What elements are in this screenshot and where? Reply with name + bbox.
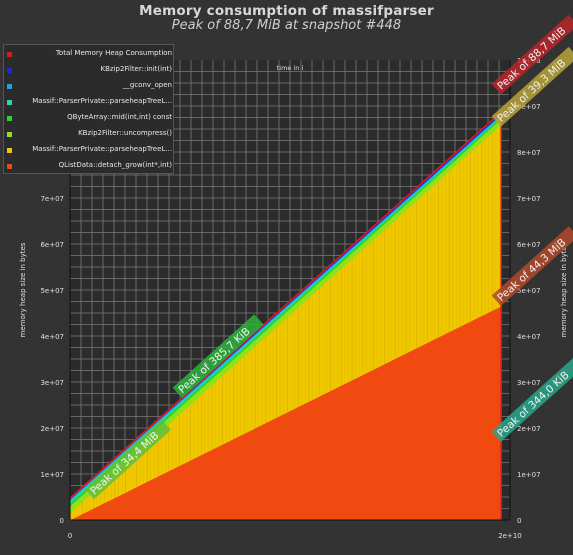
texture-streaks — [71, 126, 500, 520]
y-axis-label-right: memory heap size in bytes — [560, 242, 568, 337]
legend-swatch — [7, 148, 12, 153]
legend: Total Memory Heap Consumption KBzip2Filte… — [3, 44, 174, 174]
legend-swatch — [7, 132, 12, 137]
peak-annotation-bg — [491, 226, 573, 307]
legend-label: Total Memory Heap Consumption — [55, 49, 172, 57]
chart-subtitle: Peak of 88,7 MiB at snapshot #448 — [171, 18, 402, 33]
legend-item: Massif::ParserPrivate::parseheapTreeL... — [4, 97, 175, 111]
chart-title: Memory consumption of massifparser — [139, 3, 434, 19]
y-tick-label-left: 0 — [60, 517, 64, 525]
legend-swatch — [7, 116, 12, 121]
y-tick-label-left: 3e+07 — [40, 379, 64, 387]
y-tick-label-left: 6e+07 — [40, 241, 64, 249]
legend-item: Total Memory Heap Consumption — [4, 49, 175, 63]
peak-annotation-bg — [491, 14, 573, 95]
y-tick-label-right: 7e+07 — [517, 195, 541, 203]
legend-item: Massif::ParserPrivate::parseheapTreeL... — [4, 145, 175, 159]
y-tick-label-right: 8e+07 — [517, 149, 541, 157]
legend-item: KBzip2Filter::init(int) — [4, 65, 175, 79]
x-tick-label: 2e+10 — [498, 532, 522, 540]
legend-swatch — [7, 164, 12, 169]
legend-label: Massif::ParserPrivate::parseheapTreeL... — [32, 97, 172, 105]
y-tick-label-right: 0 — [517, 517, 521, 525]
y-tick-label-left: 4e+07 — [40, 333, 64, 341]
y-tick-label-right: 5e+07 — [517, 287, 541, 295]
y-tick-label-right: 2e+07 — [517, 425, 541, 433]
legend-label: KBzip2Filter::init(int) — [100, 65, 173, 73]
y-tick-label-right: 4e+07 — [517, 333, 541, 341]
y-tick-label-right: 3e+07 — [517, 379, 541, 387]
y-tick-label-left: 1e+07 — [40, 471, 64, 479]
legend-label: __gconv_open — [122, 81, 172, 89]
y-axis-label-left: memory heap size in bytes — [19, 242, 27, 337]
peak-annotation-bg — [491, 357, 573, 442]
y-tick-label-right: 1e+07 — [517, 471, 541, 479]
legend-item: __gconv_open — [4, 81, 175, 95]
y-tick-label-left: 7e+07 — [40, 195, 64, 203]
legend-item: KBzip2Filter::uncompress() — [4, 129, 175, 143]
legend-swatch — [7, 52, 12, 57]
legend-label: QByteArray::mid(int,int) const — [67, 113, 172, 121]
y-tick-label-right: 6e+07 — [517, 241, 541, 249]
peak-annotation-bg — [172, 314, 264, 399]
legend-label: KBzip2Filter::uncompress() — [78, 129, 172, 137]
peak-annotation-bg — [491, 46, 573, 127]
legend-item: QListData::detach_grow(int*,int) — [4, 161, 175, 175]
y-tick-label-right: 9e+07 — [517, 103, 541, 111]
y-tick-label-left: 2e+07 — [40, 425, 64, 433]
legend-swatch — [7, 84, 12, 89]
y-tick-label-left: 5e+07 — [40, 287, 64, 295]
legend-label: QListData::detach_grow(int*,int) — [58, 161, 172, 169]
legend-item: QByteArray::mid(int,int) const — [4, 113, 175, 127]
x-tick-label: 0 — [68, 532, 72, 540]
peak-annotation-bg — [84, 419, 171, 500]
legend-swatch — [7, 100, 12, 105]
legend-label: Massif::ParserPrivate::parseheapTreeL... — [32, 145, 172, 153]
legend-swatch — [7, 68, 12, 73]
x-axis-label: time in i — [277, 64, 304, 72]
